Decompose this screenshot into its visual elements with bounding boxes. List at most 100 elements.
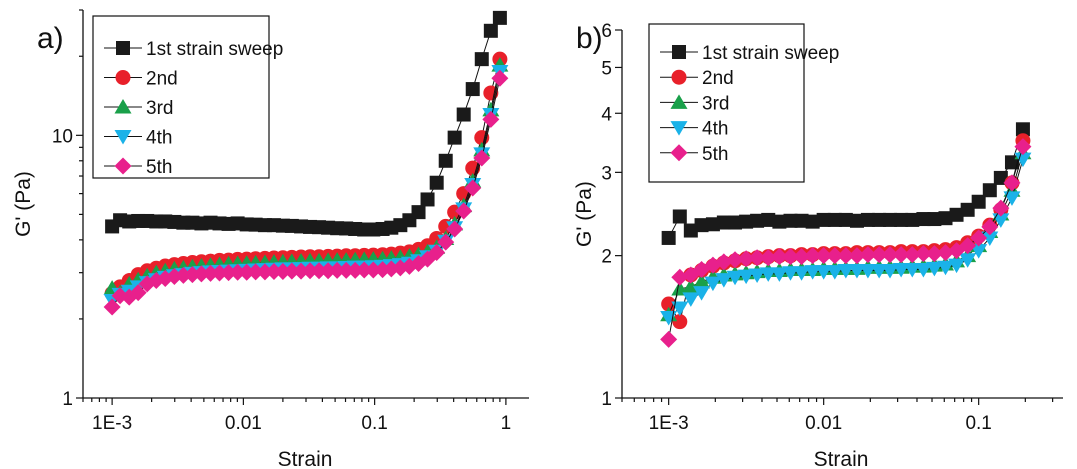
data-point — [728, 215, 743, 230]
data-point — [220, 264, 238, 282]
data-point — [693, 286, 711, 301]
legend-marker — [114, 99, 132, 114]
data-point — [937, 244, 955, 262]
data-point — [992, 199, 1010, 217]
data-point — [914, 262, 932, 278]
data-point — [483, 23, 498, 38]
data-point — [411, 205, 426, 220]
data-point — [815, 265, 833, 280]
data-point — [903, 262, 921, 278]
data-point — [793, 248, 811, 266]
data-point — [881, 264, 899, 279]
data-point — [337, 261, 355, 279]
data-point — [938, 211, 953, 226]
data-point — [860, 212, 875, 227]
data-point — [346, 261, 364, 279]
data-point — [959, 253, 977, 268]
y-tick-label: 1 — [601, 389, 612, 410]
legend-label: 2nd — [146, 69, 178, 90]
data-point — [726, 251, 744, 269]
panel-b: 1E-3 0.01 0.1 1 2 3 4 5 6 Strain G' (Pa) b) 1st stra… — [573, 21, 1063, 469]
data-point — [716, 215, 731, 230]
data-point — [959, 237, 977, 255]
data-point — [783, 213, 798, 228]
data-point — [794, 213, 809, 228]
data-point — [1003, 174, 1021, 192]
panel-label: a) — [37, 22, 64, 55]
data-point — [446, 220, 464, 238]
legend-label: 5th — [702, 144, 728, 165]
data-point — [715, 273, 733, 288]
data-point — [256, 263, 274, 281]
data-point — [872, 212, 887, 227]
data-point — [750, 213, 765, 228]
data-point — [748, 268, 766, 284]
x-tick-label: 1E-3 — [649, 413, 689, 434]
y-tick-label: 6 — [601, 21, 612, 42]
data-point — [1014, 138, 1032, 156]
data-point — [202, 264, 220, 282]
data-point — [660, 330, 678, 348]
data-point — [715, 253, 733, 271]
data-point — [129, 284, 147, 302]
data-point — [925, 261, 943, 277]
data-point — [319, 262, 337, 280]
data-point — [981, 231, 999, 246]
data-point — [429, 175, 444, 190]
legend-marker — [115, 70, 131, 85]
data-point — [355, 261, 373, 279]
data-point — [815, 247, 833, 265]
data-point — [1003, 191, 1021, 206]
legend-marker — [670, 121, 688, 136]
data-point — [772, 214, 787, 229]
data-point — [970, 229, 988, 247]
series-5 — [660, 138, 1032, 348]
data-point — [838, 212, 853, 227]
data-point — [437, 233, 455, 251]
series-1 — [105, 10, 507, 237]
data-point — [428, 244, 446, 262]
data-point — [1014, 152, 1032, 168]
data-point — [905, 212, 920, 227]
data-point — [328, 261, 346, 279]
data-point — [916, 212, 931, 227]
legend-label: 5th — [146, 157, 172, 178]
data-point — [960, 202, 975, 217]
data-point — [474, 52, 489, 67]
legend-label: 3rd — [702, 93, 729, 114]
data-point — [804, 247, 822, 265]
data-point — [283, 262, 301, 280]
data-point — [438, 153, 453, 168]
series-5 — [103, 69, 509, 316]
data-point — [894, 212, 909, 227]
data-point — [883, 212, 898, 227]
data-point — [456, 107, 471, 122]
data-point — [103, 298, 121, 316]
data-point — [859, 246, 877, 264]
data-point — [859, 264, 877, 279]
y-tick-label: 10 — [52, 126, 73, 147]
data-point — [274, 263, 292, 281]
y-tick-label: 3 — [601, 163, 612, 184]
data-point — [949, 207, 964, 222]
data-point — [491, 69, 509, 87]
series-1 — [661, 122, 1030, 245]
x-axis-title: Strain — [278, 448, 333, 469]
data-point — [292, 262, 310, 280]
data-point — [927, 212, 942, 227]
data-point — [705, 217, 720, 232]
data-point — [761, 212, 776, 227]
data-point — [683, 223, 698, 238]
data-point — [737, 250, 755, 268]
data-point — [682, 292, 700, 307]
data-point — [693, 273, 711, 289]
legend-label: 1st strain sweep — [702, 43, 839, 64]
data-point — [870, 264, 888, 279]
data-point — [671, 301, 689, 316]
data-point — [837, 264, 855, 279]
legend-label: 4th — [702, 119, 728, 140]
data-point — [661, 230, 676, 245]
y-tick-label: 2 — [601, 247, 612, 268]
data-point — [937, 260, 955, 276]
x-axis-title: Strain — [814, 448, 869, 469]
